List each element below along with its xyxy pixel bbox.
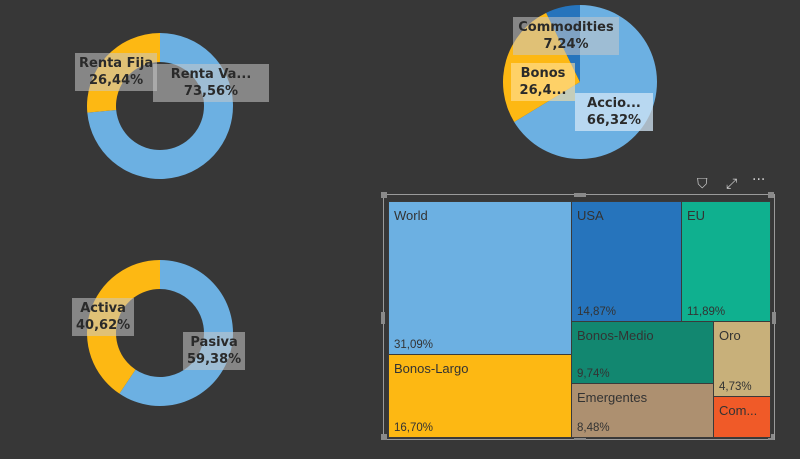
treemap-cell-eu[interactable]: EU 11,89% <box>681 201 771 322</box>
label-bonos: Bonos 26,4... <box>511 63 575 101</box>
resize-handle[interactable] <box>381 434 387 440</box>
cell-label: EU <box>687 208 706 223</box>
slice-activa[interactable] <box>86 260 160 394</box>
resize-handle[interactable] <box>381 192 387 198</box>
resize-handle[interactable] <box>772 312 776 324</box>
filter-icon[interactable]: ⛉ <box>697 176 708 192</box>
cell-label: World <box>394 208 428 223</box>
label-commodities: Commodities 7,24% <box>513 17 619 55</box>
resize-handle[interactable] <box>574 193 586 197</box>
cell-value: 16,70% <box>394 422 434 434</box>
treemap-cell-commodities[interactable]: Com... <box>713 396 771 438</box>
cell-value: 11,89% <box>687 306 726 318</box>
treemap-cell-usa[interactable]: USA 14,87% <box>571 201 682 322</box>
cell-value: 31,09% <box>394 339 434 351</box>
cell-value: 14,87% <box>577 306 617 318</box>
label-acciones: Accio... 66,32% <box>575 93 653 131</box>
resize-handle[interactable] <box>381 312 385 324</box>
treemap-cell-bonos-medio[interactable]: Bonos-Medio 9,74% <box>571 321 714 384</box>
resize-handle[interactable] <box>574 436 586 440</box>
resize-handle[interactable] <box>768 192 774 198</box>
cell-label: USA <box>577 208 604 223</box>
cell-label: Bonos-Largo <box>394 361 469 376</box>
resize-handle[interactable] <box>768 434 774 440</box>
treemap-cell-oro[interactable]: Oro 4,73% <box>713 321 771 397</box>
cell-value: 9,74% <box>577 368 610 380</box>
treemap-cell-emergentes[interactable]: Emergentes 8,48% <box>571 383 714 438</box>
label-renta-variable: Renta Va... 73,56% <box>153 64 269 102</box>
treemap-cell-world[interactable]: World 31,09% <box>388 201 572 355</box>
label-pasiva: Pasiva 59,38% <box>183 332 246 370</box>
cell-label: Bonos-Medio <box>577 328 654 343</box>
more-options-icon[interactable]: ··· <box>752 172 766 188</box>
cell-value: 4,73% <box>719 381 752 393</box>
label-renta-fija: Renta Fija 26,44% <box>75 53 158 91</box>
focus-mode-icon[interactable]: ⤢ <box>726 176 738 192</box>
cell-label: Emergentes <box>577 390 648 405</box>
label-activa: Activa 40,62% <box>72 298 135 336</box>
cell-label: Com... <box>719 403 758 418</box>
treemap-cell-bonos-largo[interactable]: Bonos-Largo 16,70% <box>388 354 572 438</box>
cell-label: Oro <box>719 328 741 343</box>
treemap-chart: World 31,09% USA 14,87% EU 11,89% Bonos-Lar… <box>386 197 772 439</box>
cell-value: 8,48% <box>577 422 610 434</box>
